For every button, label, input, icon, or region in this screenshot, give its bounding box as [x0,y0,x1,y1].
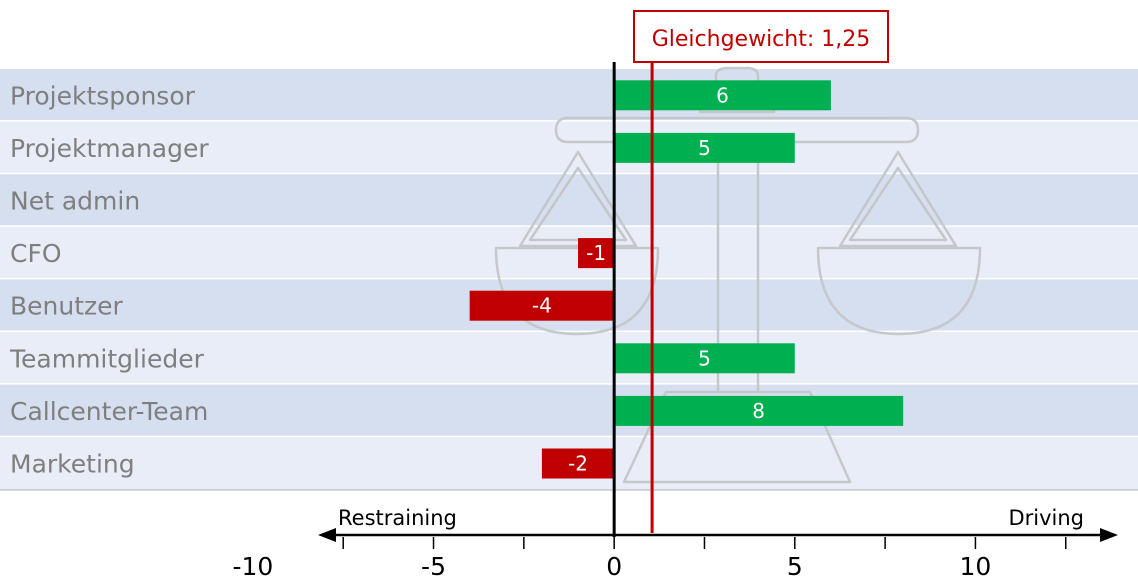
row-label: Net admin [10,187,140,216]
bar-value-label: -1 [586,241,606,265]
equilibrium-label: Gleichgewicht: 1,25 [652,27,871,52]
axis-arrow-left [318,528,336,542]
bar [469,290,615,321]
bar [578,238,615,269]
bars [469,80,904,479]
bar [541,448,615,479]
x-axis-ticks: -10 -5 0 5 10 [232,537,1067,581]
tick-label: 0 [606,552,622,581]
tick-label: -5 [421,552,446,581]
tick-label: -10 [232,552,273,581]
bar-value-label: 6 [716,83,729,107]
bar-value-label: -4 [532,294,552,318]
bar [614,343,795,374]
row-label: CFO [10,239,62,268]
bar-value-label: 5 [698,346,711,370]
row-band [0,69,1138,121]
bar [614,395,904,426]
row-band [0,226,1138,278]
tick-label: 5 [787,552,803,581]
row-band [0,121,1138,173]
bar [614,80,831,111]
bar-value-label: 8 [752,399,765,423]
row-label: Teammitglieder [9,344,205,373]
row-label: Marketing [10,450,135,479]
row-label: Benutzer [10,292,124,321]
bar-value-labels: 6 5 -1 -4 5 8 -2 [532,83,765,475]
balance-scale-icon [494,66,982,484]
equilibrium-label-box [633,10,889,63]
driving-label: Driving [1008,506,1084,530]
restraining-label: Restraining [338,506,457,530]
row-label: Projektsponsor [10,81,196,110]
row-labels: Projektsponsor Projektmanager Net admin CFO… [9,81,209,478]
bar [614,132,795,163]
row-bands [0,69,1138,491]
row-label: Callcenter-Team [10,397,208,426]
axis-arrow-right [1100,528,1118,542]
bar-value-label: 5 [698,136,711,160]
row-label: Projektmanager [10,134,209,163]
row-band [0,332,1138,384]
bar-value-label: -2 [568,452,588,476]
row-band [0,384,1138,436]
x-axis [318,528,1118,542]
tick-label: 10 [960,552,992,581]
